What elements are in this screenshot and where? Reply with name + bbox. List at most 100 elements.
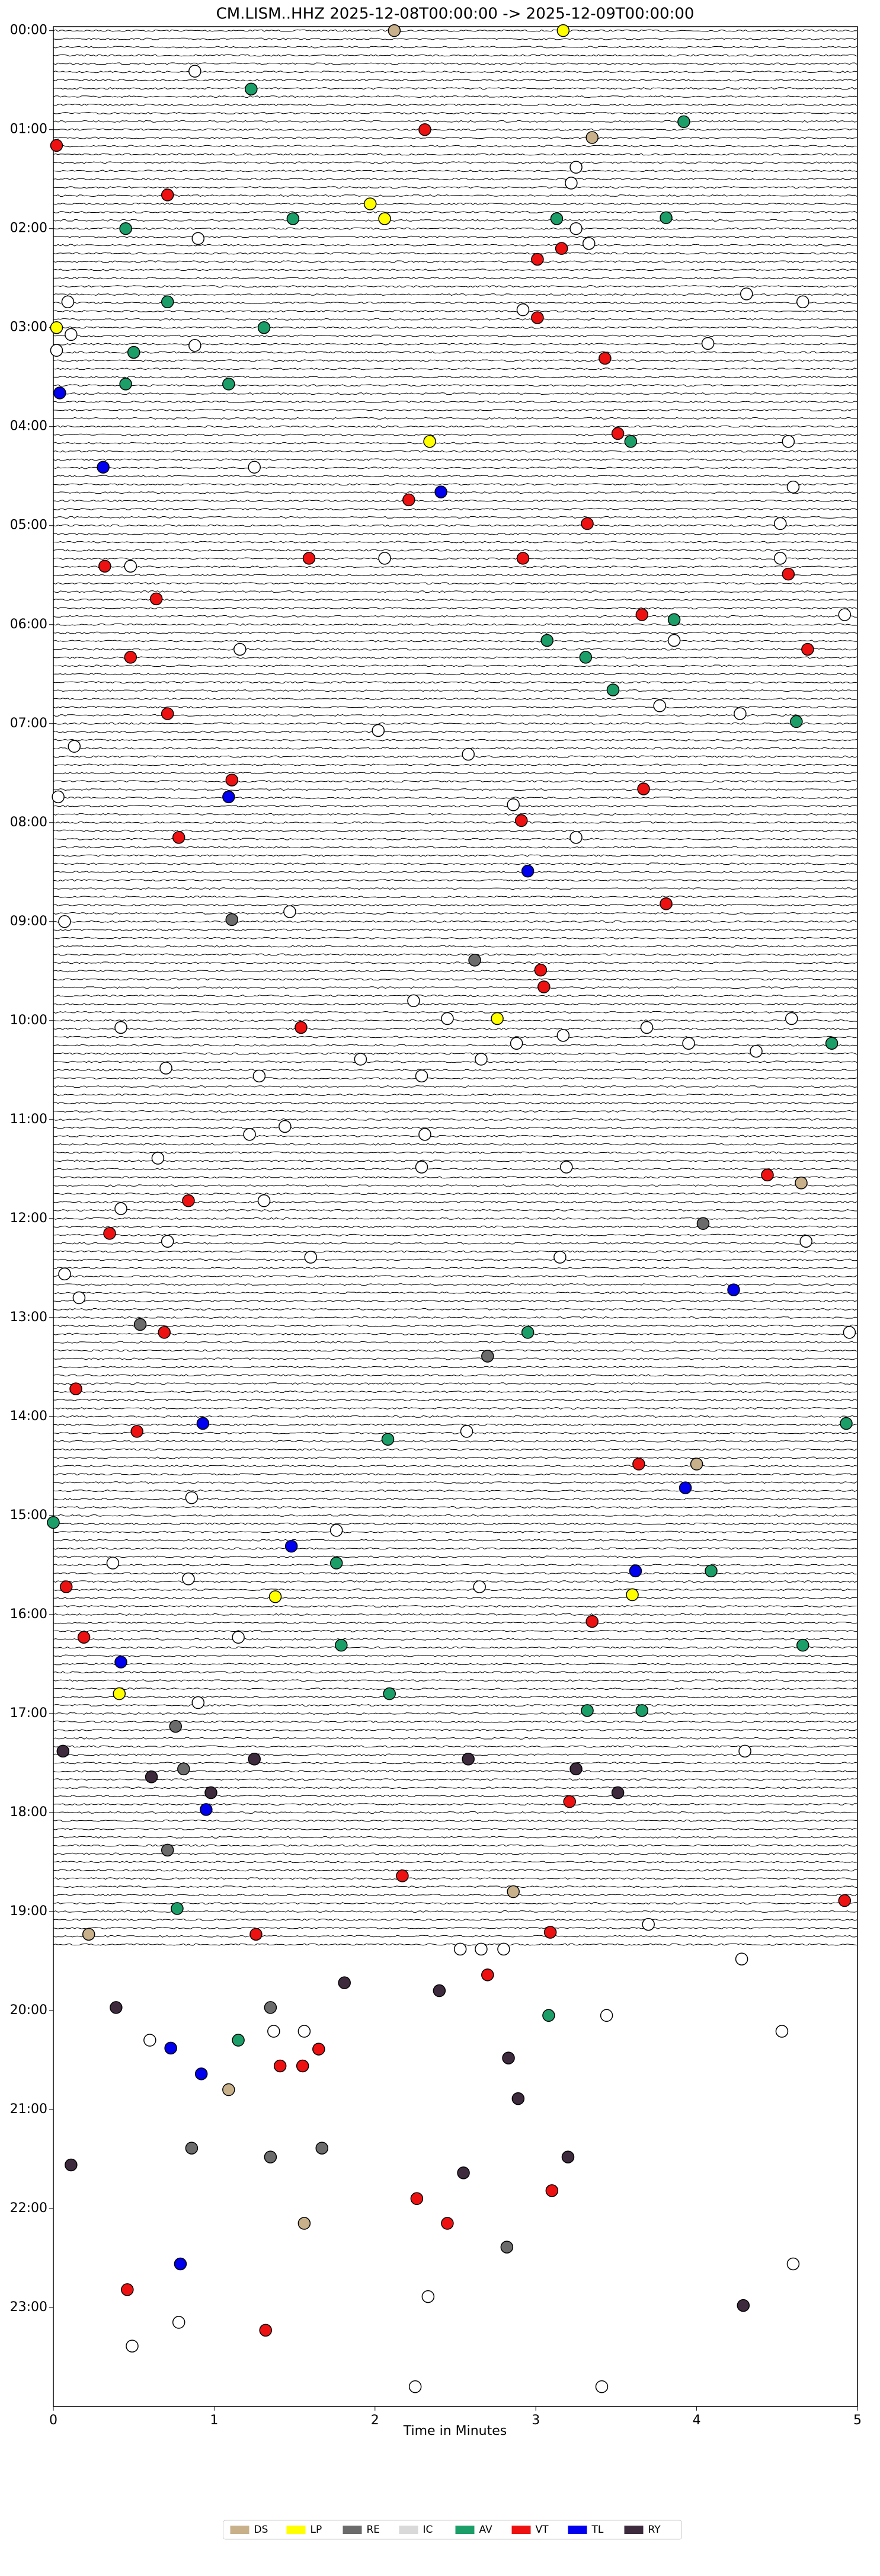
trace [53, 590, 857, 593]
event-marker [338, 1976, 351, 1989]
event-marker [151, 1152, 165, 1165]
event-marker [660, 897, 673, 910]
trace [53, 442, 857, 445]
y-tick-label: 22:00 [10, 2201, 47, 2216]
event-marker [65, 328, 78, 341]
trace [53, 1522, 857, 1525]
trace [53, 1894, 857, 1897]
event-marker [225, 913, 239, 926]
event-marker [510, 1037, 523, 1050]
trace [53, 194, 857, 197]
trace [53, 697, 857, 701]
trace [53, 854, 857, 857]
event-marker [296, 2059, 309, 2073]
trace [53, 161, 857, 164]
event-marker [705, 1564, 718, 1578]
event-marker [279, 1120, 292, 1133]
event-marker [106, 1557, 120, 1570]
trace [53, 111, 857, 114]
trace [53, 1629, 857, 1632]
event-marker [563, 1795, 576, 1808]
event-marker [172, 831, 185, 844]
trace [53, 953, 857, 956]
trace [53, 541, 857, 544]
trace [53, 392, 857, 395]
event-marker [225, 774, 239, 787]
event-marker [72, 1291, 86, 1305]
x-tick-label: 4 [693, 2413, 701, 2428]
trace [53, 937, 857, 939]
trace [53, 574, 857, 577]
trace [53, 1349, 857, 1352]
event-marker [462, 1752, 475, 1766]
event-marker [679, 1481, 692, 1494]
trace [53, 1366, 857, 1369]
trace [53, 425, 857, 428]
trace [53, 1473, 857, 1476]
event-marker [840, 1417, 853, 1430]
trace [53, 1242, 857, 1245]
event-marker [677, 115, 690, 129]
trace [53, 1712, 857, 1715]
event-marker [58, 1267, 71, 1281]
trace [53, 145, 857, 148]
legend-swatch [230, 2526, 249, 2534]
event-marker [264, 2150, 277, 2163]
event-marker [50, 321, 63, 334]
event-marker [315, 2142, 328, 2155]
event-marker [169, 1720, 183, 1733]
event-marker [500, 2241, 514, 2254]
trace [53, 755, 857, 758]
trace [53, 46, 857, 49]
event-marker [565, 177, 578, 190]
trace [53, 29, 857, 32]
trace [53, 244, 857, 247]
trace [53, 549, 857, 552]
trace [53, 606, 857, 609]
event-marker [560, 1161, 573, 1174]
trace [53, 1085, 857, 1088]
trace [53, 1341, 857, 1344]
trace [53, 615, 857, 618]
event-marker [372, 724, 385, 737]
event-marker [378, 552, 391, 565]
legend-swatch [343, 2526, 362, 2534]
trace [53, 961, 857, 964]
trace [53, 54, 857, 57]
trace [53, 1069, 857, 1072]
y-tick-label: 04:00 [10, 419, 47, 434]
event-marker [158, 1326, 171, 1339]
event-marker [149, 592, 163, 606]
event-marker [264, 2001, 277, 2014]
trace [53, 1077, 857, 1080]
event-marker [161, 295, 174, 309]
trace [53, 664, 857, 667]
event-marker [171, 1902, 184, 1915]
event-marker [635, 1704, 649, 1717]
event-marker [69, 1382, 82, 1395]
event-marker [795, 1176, 808, 1190]
event-marker [82, 1928, 95, 1941]
traces [53, 29, 857, 1946]
trace [53, 1465, 857, 1468]
event-marker [825, 1037, 839, 1050]
trace [53, 714, 857, 717]
trace [53, 1382, 857, 1385]
event-marker [388, 24, 401, 37]
trace [53, 1225, 857, 1228]
trace [53, 153, 857, 156]
event-marker [188, 339, 201, 352]
event-marker [521, 864, 535, 878]
y-tick-label: 18:00 [10, 1805, 47, 1820]
trace [53, 62, 857, 65]
event-marker [232, 2034, 245, 2047]
trace [53, 747, 857, 750]
trace [53, 285, 857, 288]
event-marker [222, 2083, 235, 2096]
trace [53, 1679, 857, 1682]
event-marker [61, 295, 75, 309]
event-marker [796, 295, 809, 309]
event-marker [507, 798, 520, 811]
event-marker [561, 2150, 575, 2163]
event-marker [297, 2217, 311, 2230]
